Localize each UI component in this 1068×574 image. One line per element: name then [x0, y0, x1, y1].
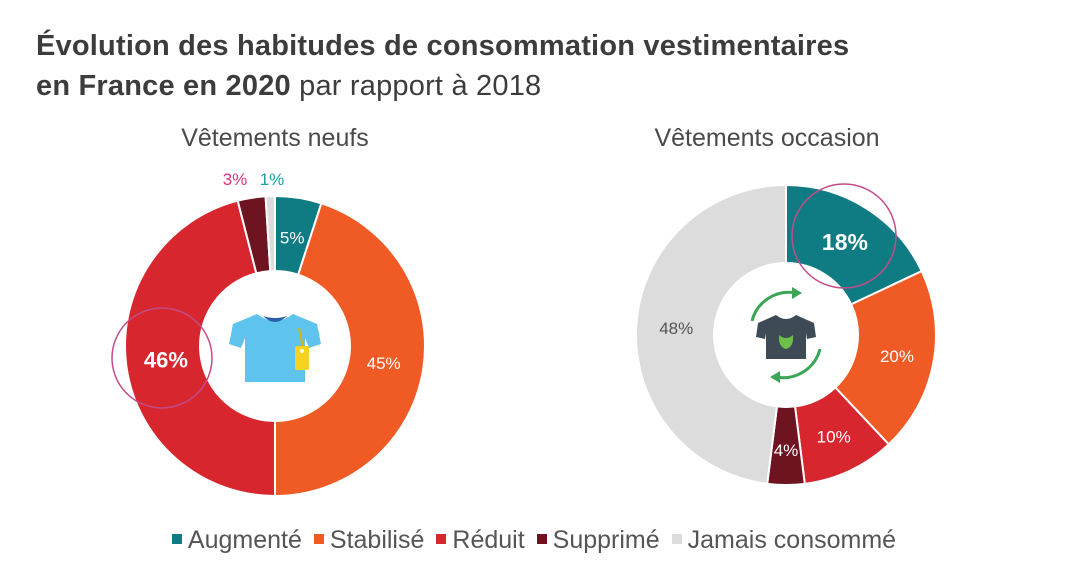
- legend-label: Jamais consommé: [687, 526, 897, 554]
- slice-r-duit: [124, 199, 276, 498]
- data-label-3: 4%: [774, 441, 799, 460]
- legend-item-0: Augmenté: [171, 526, 302, 555]
- slice-jamais-consomm-: [635, 183, 787, 485]
- chart-title-neufs: Vêtements neufs: [181, 124, 369, 152]
- legend-swatch: [536, 534, 547, 545]
- title-line1: Évolution des habitudes de consommation …: [36, 30, 850, 62]
- legend-item-2: Réduit: [436, 526, 525, 555]
- data-label-1: 20%: [880, 347, 914, 366]
- legend-swatch: [671, 534, 682, 545]
- data-label-2: 10%: [817, 427, 851, 446]
- legend-label: Augmenté: [187, 526, 302, 554]
- legend-label: Réduit: [452, 526, 525, 554]
- data-label-3: 3%: [223, 170, 248, 189]
- title-line2-bold: en France en 2020: [36, 70, 291, 102]
- legend-item-1: Stabilisé: [313, 526, 425, 555]
- slice-stabilis-: [833, 269, 937, 446]
- data-label-0: 18%: [822, 229, 868, 255]
- legend-swatch: [313, 534, 324, 545]
- data-label-2: 46%: [144, 347, 188, 372]
- main-title: Évolution des habitudes de consommation …: [36, 26, 849, 106]
- title-line2-regular: par rapport à 2018: [290, 70, 542, 102]
- legend-label: Stabilisé: [329, 526, 425, 554]
- data-label-4: 1%: [260, 170, 285, 189]
- slice-stabilis-: [274, 202, 426, 498]
- slice-augment-: [785, 183, 924, 306]
- data-label-0: 5%: [280, 228, 305, 247]
- donut-0: 5% 45% 46% 3% 1%: [111, 170, 426, 498]
- recycled-tshirt-icon: [750, 287, 822, 383]
- tshirt-with-tag-icon: [229, 314, 321, 382]
- legend: Augmenté Stabilisé Réduit Supprimé Jamais co…: [0, 526, 1068, 555]
- legend-item-3: Supprimé: [536, 526, 660, 555]
- legend-swatch: [436, 534, 447, 545]
- highlight-ring: [791, 183, 897, 289]
- legend-item-4: Jamais consommé: [671, 526, 897, 555]
- legend-label: Supprimé: [552, 526, 660, 554]
- donut-1: 18% 20% 10% 4% 48%: [635, 183, 937, 486]
- data-label-4: 48%: [659, 319, 693, 338]
- data-label-1: 45%: [367, 354, 401, 373]
- chart-title-occasion: Vêtements occasion: [654, 124, 880, 152]
- slice-jamais-consomm-: [264, 194, 276, 273]
- highlight-ring: [111, 307, 213, 409]
- legend-swatch: [171, 534, 182, 545]
